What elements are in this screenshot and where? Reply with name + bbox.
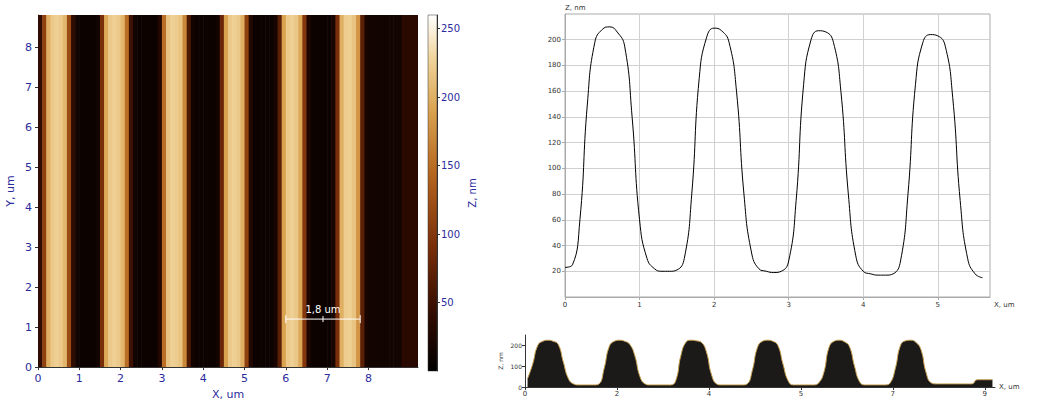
svg-text:180: 180 (548, 61, 561, 69)
svg-text:4: 4 (200, 372, 207, 385)
svg-text:0: 0 (518, 384, 522, 391)
svg-text:140: 140 (548, 113, 561, 121)
svg-text:5: 5 (936, 301, 940, 309)
svg-text:0: 0 (25, 361, 32, 374)
svg-text:200: 200 (441, 92, 460, 103)
svg-text:Z, nm: Z, nm (565, 4, 586, 12)
svg-text:X, um: X, um (212, 388, 244, 401)
svg-text:7: 7 (25, 81, 32, 94)
svg-text:80: 80 (552, 190, 561, 198)
svg-text:X, um: X, um (994, 301, 1015, 309)
svg-text:5: 5 (799, 390, 803, 398)
svg-text:3: 3 (786, 301, 790, 309)
svg-text:1: 1 (76, 372, 83, 385)
svg-text:1: 1 (25, 321, 32, 334)
svg-text:4: 4 (861, 301, 866, 309)
svg-text:3: 3 (25, 241, 32, 254)
svg-text:5: 5 (241, 372, 248, 385)
svg-text:4: 4 (707, 390, 712, 398)
svg-text:4: 4 (25, 201, 32, 214)
svg-text:120: 120 (548, 139, 561, 147)
svg-text:0: 0 (563, 301, 567, 309)
svg-text:2: 2 (117, 372, 124, 385)
svg-text:60: 60 (552, 216, 561, 224)
svg-text:1,8 um: 1,8 um (305, 304, 340, 315)
svg-text:100: 100 (548, 164, 561, 172)
svg-text:3: 3 (158, 372, 165, 385)
svg-text:100: 100 (511, 363, 523, 370)
svg-text:6: 6 (282, 372, 289, 385)
svg-text:250: 250 (441, 23, 460, 34)
svg-text:5: 5 (25, 161, 32, 174)
svg-text:200: 200 (511, 342, 523, 349)
svg-text:0: 0 (35, 372, 42, 385)
svg-text:100: 100 (441, 229, 460, 240)
svg-text:9: 9 (983, 390, 987, 398)
svg-text:0: 0 (523, 390, 527, 398)
svg-text:160: 160 (548, 87, 561, 95)
svg-text:2: 2 (615, 390, 619, 398)
svg-text:Y, um: Y, um (4, 175, 17, 207)
svg-text:8: 8 (365, 372, 372, 385)
svg-text:7: 7 (891, 390, 895, 398)
svg-text:X, um: X, um (999, 383, 1020, 391)
svg-text:1: 1 (637, 301, 641, 309)
svg-text:Z, nm: Z, nm (497, 352, 504, 370)
svg-text:40: 40 (552, 242, 561, 250)
svg-text:50: 50 (441, 297, 454, 308)
svg-text:7: 7 (324, 372, 331, 385)
svg-text:6: 6 (25, 121, 32, 134)
svg-text:200: 200 (548, 36, 561, 44)
svg-text:Z, nm: Z, nm (467, 178, 478, 207)
svg-text:150: 150 (441, 160, 460, 171)
svg-text:8: 8 (25, 41, 32, 54)
svg-text:2: 2 (712, 301, 716, 309)
svg-text:2: 2 (25, 281, 32, 294)
svg-text:20: 20 (552, 267, 561, 275)
